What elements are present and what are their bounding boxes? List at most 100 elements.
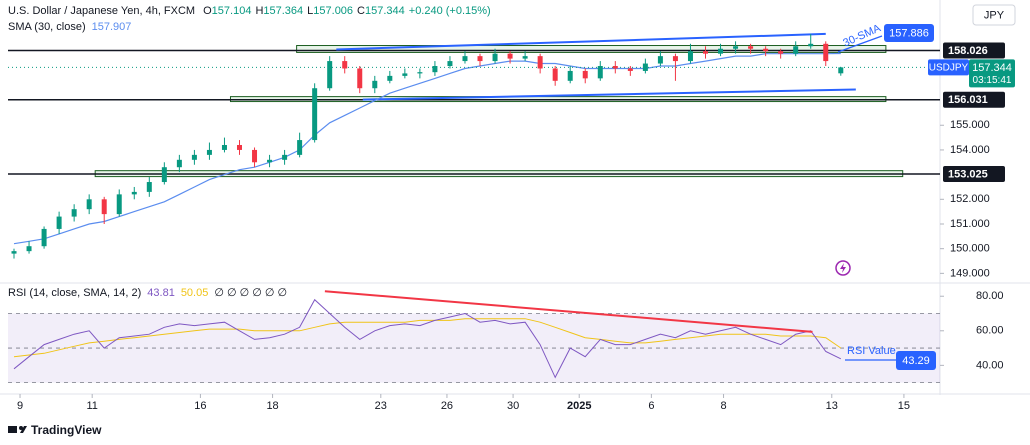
candle-body	[748, 46, 754, 49]
candle-body	[297, 140, 303, 155]
candle-body	[56, 216, 62, 229]
candle-body	[582, 70, 588, 79]
countdown: 03:15:41	[973, 75, 1012, 86]
candle-body	[116, 194, 122, 215]
ohlc-value: 157.104	[212, 5, 252, 17]
x-tick-label: 6	[648, 400, 654, 412]
rsi-annotation: RSI Value	[847, 345, 896, 357]
candle-body	[733, 46, 739, 49]
candle-body	[236, 145, 242, 150]
y-tick-label: 155.000	[950, 119, 990, 131]
candle-body	[11, 251, 17, 254]
candle-body	[402, 73, 408, 76]
price-tag-label: 157.344	[972, 62, 1012, 74]
sma-line	[13, 52, 841, 245]
candle-body	[252, 149, 258, 163]
ohlc-value: 157.364	[263, 5, 303, 17]
rsi-line	[13, 298, 842, 379]
zone	[296, 45, 887, 53]
sma-tag	[884, 24, 934, 42]
x-tick-label: 2025	[567, 400, 591, 412]
y-tick-label: 151.000	[950, 218, 990, 230]
candle-body	[537, 56, 543, 69]
currency-box[interactable]	[972, 4, 1016, 26]
y-tick-label: 149.000	[950, 267, 990, 279]
candle-body	[387, 75, 393, 81]
y-tick-label: 152.000	[950, 193, 990, 205]
candle-body	[417, 72, 423, 74]
sma-legend: SMA (30, close) 157.907	[8, 21, 131, 33]
sma-value: 157.907	[92, 21, 132, 33]
candle-body	[221, 145, 227, 150]
candle-body	[327, 61, 333, 89]
candle-body	[26, 246, 32, 252]
candle-body	[597, 66, 603, 79]
candle-body	[808, 43, 814, 47]
candle-body	[687, 51, 693, 62]
rsi-ma-value: 50.05	[181, 287, 209, 299]
candle-body	[763, 48, 769, 52]
candle-body	[312, 88, 318, 141]
ohlc-value: 157.006	[313, 5, 353, 17]
y-tick-label: 154.000	[950, 144, 990, 156]
candle-body	[477, 56, 483, 62]
x-tick-label: 13	[826, 400, 838, 412]
ohlc-key: C	[357, 5, 365, 17]
candle-body	[86, 199, 92, 210]
currency: JPY	[984, 9, 1005, 21]
candle-body	[838, 67, 844, 74]
candle-body	[131, 191, 137, 195]
candle-body	[146, 182, 152, 192]
level-tag	[943, 42, 1005, 59]
change: +0.240 (+0.15%)	[409, 5, 491, 17]
candle-body	[522, 56, 528, 59]
x-tick-label: 9	[17, 400, 23, 412]
symbol-tag-label: USDJPY	[929, 63, 969, 74]
candle-body	[642, 63, 648, 71]
alert-icon[interactable]	[835, 260, 851, 276]
symbol-tag	[928, 59, 969, 76]
rsi-name: RSI (14, close, SMA, 14, 2)	[8, 287, 141, 299]
x-tick-label: 15	[898, 400, 910, 412]
trendline	[336, 32, 826, 51]
rsi-ma-line	[13, 318, 842, 358]
x-tick-label: 18	[266, 400, 278, 412]
x-tick-label: 8	[720, 400, 726, 412]
candle-body	[161, 167, 167, 183]
candle-body	[778, 51, 784, 54]
candle-body	[657, 56, 663, 64]
price-legend: U.S. Dollar / Japanese Yen, 4h, FXCM O157…	[8, 5, 491, 17]
candle-body	[567, 70, 573, 81]
ohlc-key: L	[307, 5, 313, 17]
candle-body	[282, 154, 288, 160]
candle-body	[191, 154, 197, 160]
candle-body	[672, 56, 678, 62]
ohlc-key: O	[203, 5, 212, 17]
sma-name: SMA (30, close)	[8, 21, 86, 33]
candle-body	[357, 68, 363, 89]
x-tick-label: 11	[86, 400, 97, 412]
candle-body	[176, 159, 182, 168]
footer-brand: TradingView	[31, 423, 102, 437]
level-tag	[943, 91, 1005, 108]
candle-body	[101, 199, 107, 215]
rsi-tag	[896, 351, 936, 370]
rsi-empty-values: ∅ ∅ ∅ ∅ ∅ ∅	[214, 287, 287, 299]
candle-body	[627, 68, 633, 71]
candle-body	[823, 43, 829, 62]
rsi-trendline	[324, 290, 813, 333]
candle-body	[718, 48, 724, 54]
level-tag-label: 156.031	[948, 94, 988, 106]
sma-tag-label: 157.886	[889, 27, 929, 39]
x-tick-label: 16	[194, 400, 206, 412]
x-tick-label: 26	[441, 400, 453, 412]
candle-body	[793, 46, 799, 54]
candle-body	[612, 66, 618, 69]
sma-arrow	[837, 35, 883, 53]
candle-body	[492, 53, 498, 62]
level-tag-label: 158.026	[948, 45, 988, 57]
candle-body	[267, 159, 273, 163]
level-tag	[943, 166, 1005, 183]
